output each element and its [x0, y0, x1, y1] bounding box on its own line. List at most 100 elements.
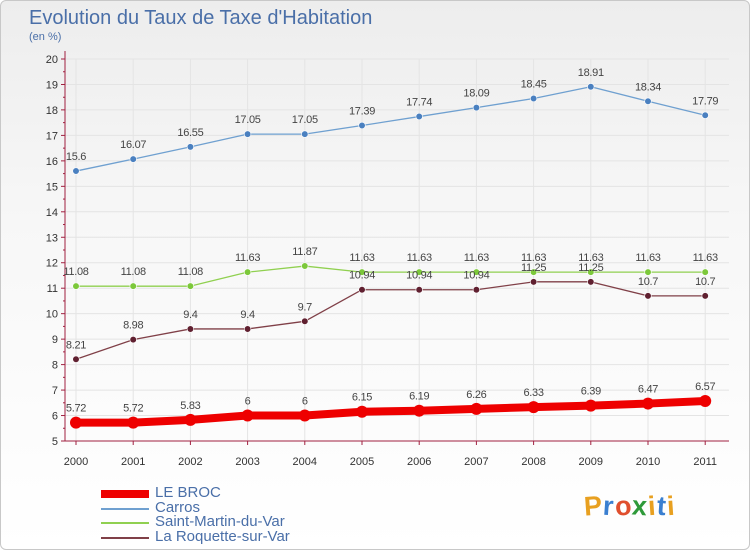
data-point	[129, 336, 137, 344]
data-label: 8.98	[123, 320, 143, 332]
data-label: 11.63	[578, 252, 603, 264]
data-point	[472, 268, 481, 276]
data-label: 6.57	[695, 381, 715, 393]
data-point	[186, 325, 194, 333]
data-label: 17.39	[349, 105, 375, 117]
data-point	[301, 262, 309, 270]
data-point	[701, 111, 709, 119]
data-point	[301, 130, 309, 138]
data-label: 6	[302, 396, 308, 408]
data-label: 6.26	[466, 389, 486, 401]
data-label: 6.33	[523, 387, 543, 399]
data-label: 18.09	[463, 88, 489, 100]
data-label: 6.19	[409, 391, 429, 403]
data-point	[472, 104, 481, 112]
data-point	[356, 405, 368, 418]
data-label: 6.15	[352, 392, 372, 404]
data-point	[644, 292, 652, 300]
y-tick-label: 14	[46, 207, 58, 219]
y-tick-label: 10	[46, 309, 58, 321]
x-tick-label: 2010	[636, 456, 660, 468]
y-tick-label: 20	[46, 54, 58, 66]
data-label: 11.63	[635, 252, 660, 264]
data-label: 17.79	[692, 95, 718, 107]
data-label: 10.94	[349, 270, 375, 282]
x-tick-label: 2001	[121, 456, 145, 468]
x-tick-label: 2009	[579, 456, 603, 468]
data-point	[358, 121, 366, 130]
data-label: 5.72	[123, 403, 143, 415]
data-point	[529, 268, 538, 276]
data-label: 16.55	[177, 127, 203, 139]
data-point	[644, 97, 652, 105]
data-point	[529, 278, 538, 286]
data-label: 18.45	[521, 78, 547, 90]
data-label: 16.07	[120, 139, 146, 151]
value-label-layer: 5.72 5.72 5.83 6 6 6.15 6.19 6.26 6.33 6.39 6.47 6.…	[63, 67, 718, 415]
data-point	[527, 401, 540, 414]
data-label: 11.08	[178, 266, 203, 278]
data-label: 11.25	[578, 262, 603, 274]
data-point	[129, 282, 137, 290]
data-label: 6.47	[638, 384, 658, 396]
series-line-la-roquette-sur-var	[75, 281, 706, 360]
legend-label: Carros	[155, 498, 201, 516]
data-point	[358, 268, 366, 276]
data-point	[413, 404, 426, 417]
data-point	[72, 167, 80, 175]
data-point	[470, 402, 483, 415]
data-point	[129, 155, 137, 163]
y-tick-label: 11	[47, 283, 58, 295]
data-point	[186, 282, 194, 290]
legend-label: La Roquette-sur-Var	[155, 527, 290, 545]
data-point	[70, 416, 82, 429]
x-tick-label: 2000	[64, 456, 88, 468]
data-point	[72, 282, 80, 290]
data-point	[415, 286, 423, 294]
data-label: 5.83	[180, 400, 200, 412]
data-label: 11.08	[63, 266, 88, 278]
data-label: 15.6	[66, 151, 86, 163]
data-point	[587, 278, 595, 286]
y-tick-label: 8	[52, 360, 58, 372]
x-tick-label: 2007	[464, 456, 488, 468]
data-point	[584, 399, 597, 412]
y-tick-label: 7	[52, 385, 58, 397]
data-label: 9.4	[240, 309, 255, 321]
data-label: 10.7	[638, 276, 658, 288]
x-tick-label: 2006	[407, 456, 431, 468]
legend-label: LE BROC	[155, 484, 221, 501]
series-layer	[70, 83, 712, 429]
data-label: 17.05	[235, 114, 261, 126]
legend-swatch	[101, 507, 149, 510]
data-point	[298, 409, 311, 422]
data-label: 18.34	[635, 81, 661, 93]
y-tick-label: 6	[52, 411, 58, 423]
y-tick-label: 12	[46, 258, 58, 270]
grid-layer	[65, 58, 729, 442]
series-line-saint-martin-du-var	[75, 265, 706, 287]
series-line-carros	[75, 86, 706, 172]
data-label: 5.72	[66, 403, 86, 415]
data-point	[358, 286, 366, 294]
logo-letter: P	[582, 490, 605, 522]
legend-swatch	[101, 522, 149, 524]
y-tick-label: 17	[46, 130, 58, 142]
data-label: 11.63	[464, 252, 489, 264]
data-label: 18.91	[578, 67, 604, 79]
x-tick-label: 2003	[235, 456, 259, 468]
data-point	[241, 409, 254, 422]
data-label: 11.25	[521, 262, 546, 274]
data-label: 9.7	[298, 301, 313, 313]
data-label: 11.63	[235, 252, 260, 264]
data-label: 11.63	[693, 252, 718, 264]
proxiti-logo: Proxiti	[582, 490, 677, 522]
data-point	[186, 143, 194, 151]
data-point	[415, 112, 423, 121]
y-tick-label: 13	[46, 232, 58, 244]
data-label: 17.05	[292, 114, 318, 126]
logo-letter: i	[665, 490, 677, 522]
data-label: 10.94	[406, 270, 432, 282]
data-point	[244, 325, 252, 333]
